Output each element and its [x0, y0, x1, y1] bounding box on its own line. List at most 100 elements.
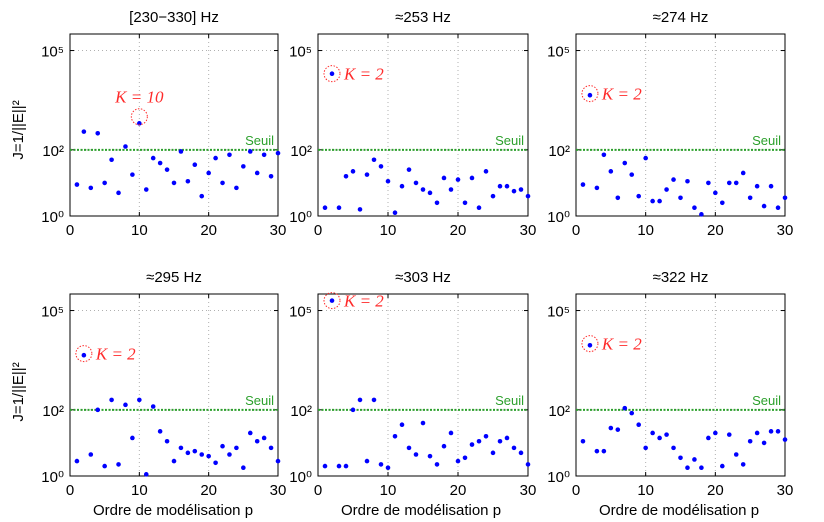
- data-point: [357, 397, 363, 403]
- data-point: [441, 175, 447, 181]
- plot-frame: [575, 293, 786, 477]
- data-point: [406, 445, 412, 451]
- data-point: [427, 190, 433, 196]
- data-point: [518, 450, 524, 456]
- plot-frame: [69, 293, 279, 477]
- subplot-title: [230−330] Hz: [129, 9, 219, 26]
- y-tick-label: 10⁰: [547, 469, 570, 486]
- x-tick-label: 10: [380, 482, 397, 499]
- data-point: [713, 190, 718, 196]
- data-point: [364, 172, 370, 177]
- data-point: [241, 164, 246, 169]
- annotation-label: K = 2: [601, 85, 642, 104]
- threshold-label: Seuil: [752, 133, 781, 148]
- y-axis-label-top: J=1/||E||²: [10, 100, 27, 159]
- data-point: [587, 92, 593, 98]
- data-point: [504, 435, 510, 441]
- data-point: [518, 187, 524, 192]
- y-tick-label: 10²: [290, 143, 312, 160]
- data-point: [643, 155, 648, 161]
- data-point: [247, 149, 253, 154]
- y-tick-label: 10⁰: [547, 209, 570, 226]
- data-point: [671, 177, 676, 182]
- x-tick-label: 30: [270, 482, 287, 499]
- data-point: [185, 450, 191, 456]
- data-point: [268, 445, 274, 451]
- data-point: [343, 463, 349, 469]
- data-point: [733, 180, 739, 186]
- data-point: [782, 195, 788, 201]
- x-tick-label: 10: [637, 482, 654, 499]
- data-point: [364, 458, 370, 464]
- data-point: [406, 167, 412, 172]
- data-point: [706, 435, 711, 441]
- data-point: [164, 438, 170, 444]
- y-tick-label: 10⁵: [41, 304, 64, 321]
- data-point: [768, 183, 774, 189]
- subplot-title: ≈253 Hz: [395, 9, 451, 26]
- data-point: [678, 455, 683, 461]
- data-point: [74, 458, 80, 464]
- data-point: [95, 407, 101, 413]
- annotation-circle: [130, 108, 148, 126]
- subplot-title: ≈274 Hz: [653, 9, 709, 26]
- annotation-label: K = 2: [343, 65, 384, 84]
- y-tick-label: 10⁰: [41, 209, 64, 226]
- data-point: [525, 193, 531, 199]
- data-point: [720, 463, 725, 469]
- data-point: [220, 443, 225, 449]
- data-point: [420, 420, 426, 426]
- data-point: [608, 425, 614, 431]
- data-point: [733, 452, 739, 457]
- data-point: [504, 183, 510, 189]
- y-tick-label: 10⁰: [289, 469, 312, 486]
- data-point: [343, 173, 349, 179]
- data-point: [720, 200, 725, 206]
- y-tick-label: 10⁵: [289, 44, 312, 61]
- data-point: [761, 440, 767, 446]
- data-point: [768, 429, 774, 434]
- data-point: [754, 430, 760, 436]
- data-point: [462, 455, 468, 461]
- data-point: [664, 432, 669, 437]
- data-point: [726, 180, 732, 186]
- data-point: [137, 397, 142, 403]
- data-point: [123, 144, 128, 149]
- data-point: [116, 462, 121, 467]
- data-point: [171, 458, 177, 464]
- data-point: [671, 445, 676, 451]
- data-point: [227, 152, 232, 158]
- x-tick-label: 0: [66, 482, 74, 499]
- y-tick-label: 10²: [548, 143, 570, 160]
- data-point: [378, 462, 384, 467]
- data-point: [706, 180, 711, 186]
- plot-frame: [69, 33, 279, 217]
- data-point: [385, 178, 391, 184]
- data-point: [116, 190, 121, 196]
- data-point: [206, 170, 211, 176]
- data-point: [455, 458, 461, 464]
- data-point: [754, 183, 760, 189]
- data-point: [275, 458, 281, 464]
- data-point: [157, 160, 163, 166]
- data-point: [413, 452, 419, 457]
- data-point: [747, 438, 753, 444]
- data-point: [220, 180, 225, 186]
- y-tick-label: 10²: [290, 403, 312, 420]
- x-axis-label-middle: Ordre de modélisation p: [341, 502, 501, 519]
- data-point: [740, 462, 746, 467]
- data-point: [434, 200, 440, 206]
- data-point: [497, 183, 503, 189]
- data-point: [227, 452, 232, 457]
- annotation-circle: [323, 292, 341, 310]
- data-point: [643, 445, 648, 451]
- subplot-3: ≈274 Hz 0 10 20 30 10⁰ 10² 10⁵ Seuil K = 2: [547, 9, 793, 239]
- x-tick-label: 0: [572, 482, 580, 499]
- data-point: [594, 185, 600, 191]
- data-point: [178, 445, 184, 451]
- data-point: [636, 193, 641, 199]
- data-point: [427, 453, 433, 459]
- data-point: [601, 448, 607, 454]
- data-point: [580, 438, 586, 444]
